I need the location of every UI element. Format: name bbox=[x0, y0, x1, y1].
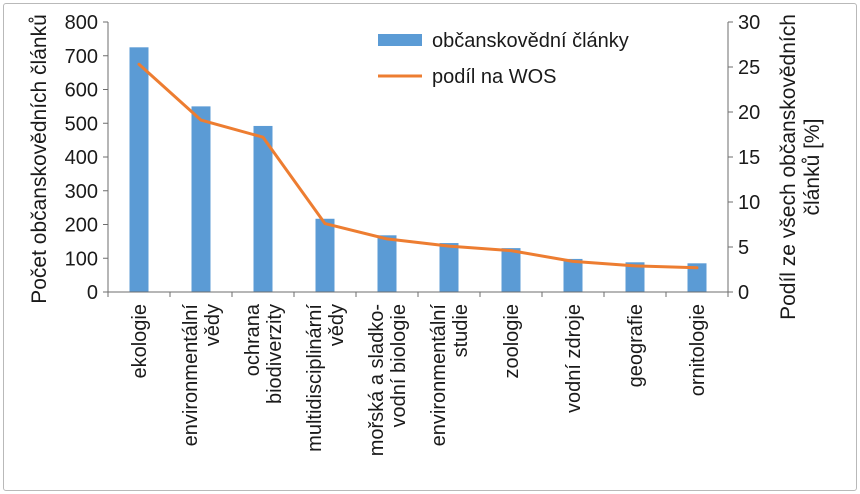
x-tick-label-5-line-1: studie bbox=[450, 304, 472, 357]
y-tick-label-3: 300 bbox=[65, 181, 98, 203]
y-tick-label-0: 0 bbox=[87, 282, 98, 304]
y-tick-label-5: 500 bbox=[65, 113, 98, 135]
y2-tick-label-0: 0 bbox=[738, 282, 749, 304]
y-tick-label-2: 200 bbox=[65, 215, 98, 237]
y2-tick-label-1: 5 bbox=[738, 237, 749, 259]
y2-tick-label-3: 15 bbox=[738, 147, 760, 169]
bar-6 bbox=[501, 248, 521, 292]
y-tick-label-6: 600 bbox=[65, 80, 98, 102]
x-tick-label-8-line-0: geografie bbox=[625, 304, 647, 387]
x-tick-label-3-line-0: multidisciplinární bbox=[304, 304, 326, 452]
x-tick-label-5: environmentální studie bbox=[428, 304, 472, 447]
x-tick-label-2: ochrana biodiverzity bbox=[242, 303, 286, 404]
y2-tick-label-5: 25 bbox=[738, 57, 760, 79]
x-tick-label-4: mořská a sladko-vodní biologie bbox=[366, 304, 410, 456]
x-tick-label-1-line-1: vědy bbox=[202, 304, 224, 346]
y2-axis-title-line-1: článků [%] bbox=[801, 119, 824, 216]
y-tick-label-8: 800 bbox=[65, 12, 98, 34]
x-tick-label-2-line-0: ochrana bbox=[242, 303, 264, 376]
x-tick-label-4-line-1: vodní biologie bbox=[388, 304, 410, 427]
legend: občanskovědní články podíl na WOS bbox=[378, 30, 629, 88]
y2-axis-title-line-0: Podíl ze všech občanskovědních bbox=[777, 14, 800, 320]
x-tick-label-7: vodní zdroje bbox=[563, 304, 585, 413]
x-tick-label-0: ekologie bbox=[129, 304, 151, 379]
y-axis-title-text: Počet občanskovědních článků bbox=[28, 14, 51, 304]
x-tick-label-3: multidisciplinární vědy bbox=[304, 304, 348, 452]
y2-tick-label-4: 20 bbox=[738, 102, 760, 124]
x-tick-label-4-line-0: mořská a sladko- bbox=[366, 304, 388, 456]
x-tick-label-1: environmentální vědy bbox=[180, 304, 224, 447]
x-tick-label-9-line-0: ornitologie bbox=[687, 304, 709, 396]
bar-3 bbox=[315, 218, 335, 292]
bar-4 bbox=[377, 235, 397, 292]
y-axis-title: Počet občanskovědních článků bbox=[28, 14, 51, 304]
y2-tick-label-2: 10 bbox=[738, 192, 760, 214]
bar-0 bbox=[129, 47, 149, 292]
y-tick-label-1: 100 bbox=[65, 248, 98, 270]
x-tick-label-9: ornitologie bbox=[687, 304, 709, 396]
x-tick-label-7-line-0: vodní zdroje bbox=[563, 304, 585, 413]
x-tick-label-8: geografie bbox=[625, 304, 647, 387]
axis-labels: Počet občanskovědních článků Podíl ze vše… bbox=[28, 14, 824, 320]
x-tick-label-2-line-1: biodiverzity bbox=[264, 304, 286, 404]
y-tick-label-4: 400 bbox=[65, 147, 98, 169]
x-tick-label-6: zoologie bbox=[501, 304, 523, 379]
bar-9 bbox=[687, 263, 707, 292]
x-tick-label-0-line-0: ekologie bbox=[129, 304, 151, 379]
bar-2 bbox=[253, 125, 273, 292]
line-series bbox=[137, 62, 699, 270]
y2-axis-title: Podíl ze všech občanskovědních článků [%] bbox=[777, 14, 824, 320]
x-tick-label-3-line-1: vědy bbox=[326, 304, 348, 346]
y2-tick-label-6: 30 bbox=[738, 12, 760, 34]
line-path bbox=[137, 62, 699, 270]
bar-1 bbox=[191, 106, 211, 292]
bar-series bbox=[129, 47, 707, 292]
axes: 0 100 200 300 400 500 600 700 800 0 5 10 15 20 25 30 eko… bbox=[65, 12, 761, 456]
bar-7 bbox=[563, 258, 583, 292]
legend-swatch-bar bbox=[378, 34, 422, 46]
y-tick-label-7: 700 bbox=[65, 46, 98, 68]
legend-label-bar: občanskovědní články bbox=[432, 30, 629, 52]
x-tick-label-1-line-0: environmentální bbox=[180, 304, 202, 447]
x-tick-label-5-line-0: environmentální bbox=[428, 304, 450, 447]
bar-5 bbox=[439, 243, 459, 292]
x-tick-label-6-line-0: zoologie bbox=[501, 304, 523, 379]
bar-8 bbox=[625, 262, 645, 292]
legend-label-line: podíl na WOS bbox=[432, 66, 557, 88]
